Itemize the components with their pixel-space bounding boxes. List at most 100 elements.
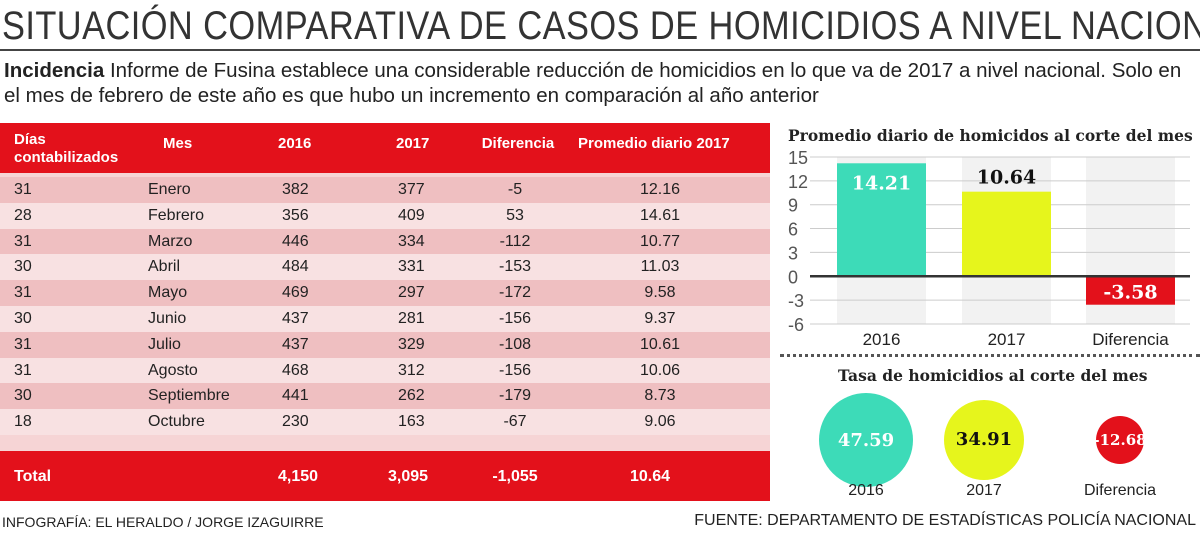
bar-data-label: 14.21 (852, 172, 912, 194)
table-row: 31 Enero 382 377 -5 12.16 (0, 177, 770, 203)
cell-mes: Enero (148, 181, 191, 198)
cell-dias: 31 (14, 232, 32, 250)
table-row: 31 Mayo 469 297 -172 9.58 (0, 280, 770, 306)
table-row: 30 Septiembre 441 262 -179 8.73 (0, 383, 770, 410)
header-diferencia: Diferencia (481, 135, 555, 152)
table-row: 30 Abril 484 331 -153 11.03 (0, 254, 770, 281)
bubble-label: 2016 (848, 482, 884, 499)
lede: Incidencia Informe de Fusina establece u… (4, 58, 1199, 108)
cell-diferencia: -156 (498, 361, 532, 379)
cell-y2016: 356 (282, 206, 309, 224)
cell-mes: Mayo (148, 284, 188, 302)
homicide-table: Días contabilizados Mes 2016 2017 Difere… (0, 123, 770, 501)
cell-dias: 28 (14, 206, 32, 224)
header-dias: Días contabilizados (14, 131, 119, 166)
cell-diferencia: -112 (499, 232, 531, 250)
y-tick-label: 15 (788, 148, 808, 168)
cell-mes: Septiembre (148, 387, 230, 405)
cell-dias: 31 (14, 284, 32, 302)
cell-y2016: 446 (282, 232, 309, 250)
table-row: 30 Junio 437 281 -156 9.37 (0, 306, 770, 332)
bubble-2016: 47.59 (819, 393, 913, 487)
cell-y2017: 312 (398, 361, 425, 379)
bar-2017 (962, 191, 1051, 277)
cell-dias: 31 (14, 361, 32, 379)
cell-diferencia: 53 (506, 206, 524, 224)
bubble-diferencia: -12.68 (1093, 415, 1147, 465)
section-divider (780, 354, 1200, 357)
table-body: 31 Enero 382 377 -5 12.16 28 Febrero 356 409 53 14.… (0, 173, 770, 451)
bar-diferencia (1086, 276, 1175, 305)
cell-promedio: 9.58 (644, 284, 676, 302)
bubble-chart-title: Tasa de homicidios al corte del mes (838, 366, 1148, 385)
cell-mes: Abril (148, 258, 181, 276)
table-row: 31 Agosto 468 312 -156 10.06 (0, 357, 770, 384)
cell-dias: 30 (14, 310, 32, 327)
bar-data-label: -3.58 (1103, 281, 1157, 303)
cell-y2017: 331 (398, 258, 425, 276)
table-header: Días contabilizados Mes 2016 2017 Difere… (0, 123, 770, 173)
bubble-label: 2017 (966, 482, 1002, 499)
bar-2016 (837, 163, 926, 277)
cell-mes: Junio (148, 310, 187, 327)
cell-y2017: 262 (398, 387, 425, 405)
cell-y2016: 484 (282, 258, 309, 276)
bar-chart-title: Promedio diario de homicidos al corte de… (788, 126, 1193, 145)
cell-mes: Febrero (148, 206, 205, 224)
source: FUENTE: DEPARTAMENTO DE ESTADÍSTICAS POL… (694, 512, 1196, 529)
cell-dias: 30 (14, 387, 32, 405)
total-2016: 4,150 (278, 468, 319, 485)
lede-text: Informe de Fusina establece una consider… (4, 59, 1182, 107)
cell-diferencia: -156 (498, 310, 532, 327)
y-tick-label: 0 (788, 267, 798, 287)
cell-y2016: 437 (282, 335, 309, 353)
table-row: 28 Febrero 356 409 53 14.61 (0, 202, 770, 229)
cell-y2016: 230 (282, 413, 309, 431)
lede-kicker: Incidencia (4, 59, 105, 82)
cell-y2017: 329 (398, 335, 425, 353)
bar-data-label: 10.64 (977, 167, 1037, 189)
y-tick-label: 9 (788, 196, 798, 216)
cell-y2016: 382 (282, 181, 309, 198)
cell-promedio: 10.06 (639, 361, 681, 379)
cell-y2017: 281 (398, 310, 425, 327)
header-2017: 2017 (396, 135, 430, 152)
cell-y2017: 334 (398, 232, 425, 250)
header-promedio: Promedio diario 2017 (578, 135, 730, 152)
cell-mes: Julio (148, 335, 181, 353)
cell-dias: 30 (14, 258, 32, 276)
cell-y2016: 468 (282, 361, 309, 379)
cell-diferencia: -67 (503, 413, 527, 431)
cell-promedio: 11.03 (640, 258, 680, 276)
x-category-label: 2017 (988, 330, 1026, 349)
cell-diferencia: -5 (507, 181, 523, 198)
cell-y2016: 469 (282, 284, 309, 302)
cell-diferencia: -179 (498, 387, 532, 405)
cell-dias: 31 (14, 335, 32, 353)
total-promedio: 10.64 (629, 468, 671, 485)
title-divider (0, 49, 1200, 51)
cell-y2017: 409 (398, 206, 425, 224)
cell-y2017: 377 (398, 181, 425, 198)
table-total-row: Total 4,150 3,095 -1,055 10.64 (0, 451, 770, 501)
cell-y2016: 441 (282, 387, 309, 405)
bubble-label: Diferencia (1083, 482, 1157, 499)
table-row: 31 Marzo 446 334 -112 10.77 (0, 228, 770, 255)
cell-y2016: 437 (282, 310, 309, 327)
cell-dias: 31 (14, 181, 32, 198)
total-label: Total (14, 468, 52, 485)
header-mes: Mes (163, 135, 193, 152)
table-row: 31 Julio 437 329 -108 10.61 (0, 331, 770, 358)
total-2017: 3,095 (388, 468, 429, 485)
cell-promedio: 9.37 (644, 310, 676, 327)
cell-diferencia: -172 (498, 284, 532, 302)
header-2016: 2016 (278, 135, 312, 152)
cell-promedio: 9.06 (644, 413, 676, 431)
cell-promedio: 10.61 (639, 335, 681, 353)
cell-y2017: 163 (398, 413, 425, 431)
x-category-label: 2016 (863, 330, 901, 349)
bar-chart: 15 12 9 6 3 0 -3 -6 14.21 2016 10.64 2017 -3.58 Difer… (788, 148, 1190, 349)
cell-promedio: 10.77 (639, 232, 681, 250)
bubble-2017: 34.91 (943, 399, 1025, 481)
cell-y2017: 297 (398, 284, 425, 302)
